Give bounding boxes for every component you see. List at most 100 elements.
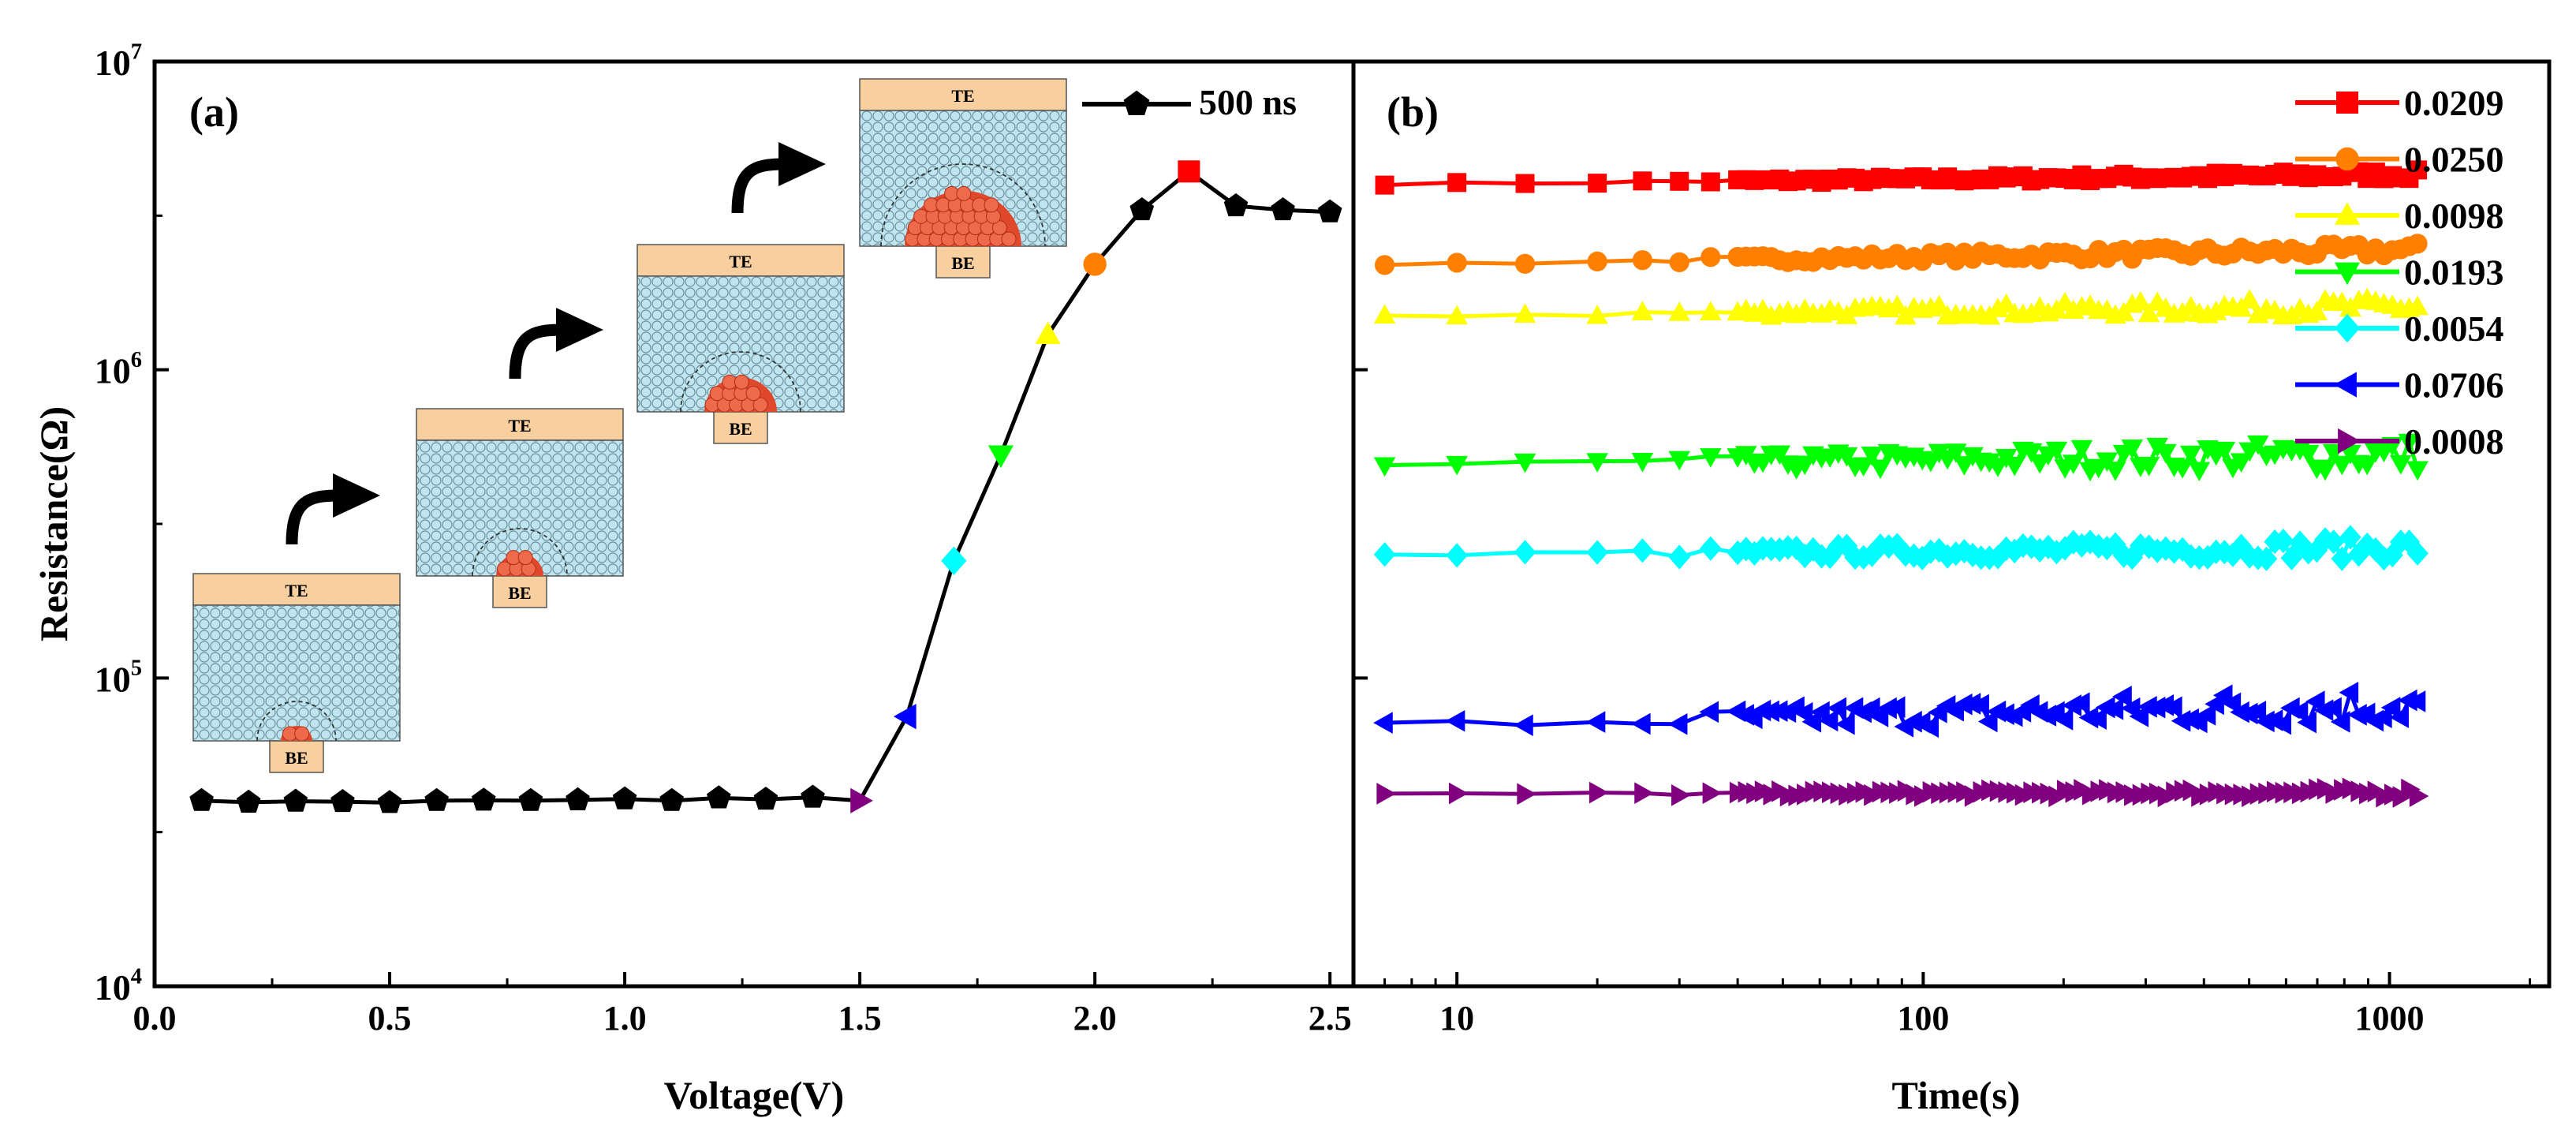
series-0.0054-point [2079, 529, 2101, 555]
series-0.0054-point [2230, 533, 2253, 559]
x-axis-label-b: Time(s) [1892, 1073, 2021, 1117]
series-0.0706-point [2087, 708, 2107, 730]
series-0.0008-point [1517, 783, 1536, 806]
series-0.0193-point [1700, 448, 1722, 468]
plot-frame-a [152, 59, 1356, 989]
data-point [377, 790, 402, 813]
series-0.0706-point [2322, 697, 2342, 720]
series-0.0193-point [2003, 456, 2026, 477]
series-0.0706-point [1801, 710, 1822, 733]
series-0.0209-point [1633, 171, 1652, 191]
tick-exponent: 6 [131, 348, 142, 372]
series-0.0706-point [2339, 681, 2359, 704]
series-0.0098-point [1928, 294, 1951, 315]
transition-arrow-head [556, 308, 603, 352]
series-0.0706-point [1445, 709, 1465, 732]
series-0.0008-point [1448, 782, 1469, 805]
series-0.0250-point [1374, 255, 1395, 275]
series-0.0706-point [1885, 696, 1906, 718]
data-point [566, 787, 590, 810]
inset-device-2: TE BE [416, 408, 624, 608]
series-0.0706-point [2221, 692, 2242, 715]
series-0.0054-point [2137, 534, 2160, 559]
series-0.0193-point [1861, 447, 1883, 466]
series-0.0054-point [2322, 529, 2345, 555]
series-0.0054-point [2305, 537, 2328, 563]
series-0.0706-point [2272, 712, 2292, 735]
series-0.0054-point [1987, 544, 2009, 570]
series-0.0008-point [1702, 782, 1723, 805]
series-0.0209-point [1588, 174, 1607, 193]
series-0.0706-point [2330, 711, 2350, 733]
series-0.0193-point [1944, 443, 1967, 463]
series-0.0054-point [2037, 534, 2059, 559]
legend-marker-0.0209 [2336, 92, 2358, 114]
series-0.0706-point [2171, 709, 2191, 732]
series-0.0054-point [2003, 538, 2026, 564]
series-0.0193-point [2104, 462, 2126, 481]
x-tick-label: 2.0 [1073, 999, 1117, 1038]
inset-device-1: TE BE [192, 573, 401, 773]
legend-marker-0.0250 [2335, 147, 2359, 171]
data-point [1129, 197, 1155, 221]
series-0.0706-point [2053, 709, 2074, 731]
legend-label-0.0098: 0.0098 [2404, 196, 2504, 236]
series-0.0054-point [2096, 536, 2119, 561]
series-0.0008-point [2409, 785, 2429, 807]
transition-arrow-head [333, 473, 380, 518]
series-0.0706-point [2104, 697, 2124, 720]
field-boundary [472, 528, 568, 577]
legend-label-0.0706: 0.0706 [2404, 365, 2504, 406]
x-tick-label: 0.5 [368, 999, 412, 1038]
series-0.0706-point [2406, 690, 2426, 712]
transition-arrow-head [778, 142, 826, 186]
series-0.0054-point [1631, 538, 1654, 563]
data-point [330, 789, 355, 813]
series-0.0193-point [2230, 453, 2253, 473]
top-electrode [637, 244, 845, 277]
top-electrode-label: TE [951, 86, 974, 106]
filament-atom [991, 220, 1007, 236]
series-0.0054-point [2339, 525, 2361, 550]
series-0.0706-point [2380, 697, 2401, 719]
field-boundary [880, 163, 1046, 247]
legend-marker-a [1123, 90, 1150, 115]
series-0.0054-point [1373, 542, 1396, 567]
series-0.0706-point [1977, 710, 1998, 733]
x-tick-label: 0.0 [133, 999, 177, 1038]
bottom-electrode-label: BE [729, 419, 752, 439]
series-0.0098-point [1586, 305, 1608, 324]
y-tick-label: 107 [95, 39, 142, 83]
series-0.0098-point [1700, 301, 1722, 320]
data-point-highlight [850, 787, 873, 813]
series-0.0098-point [1373, 304, 1396, 324]
legend-label-a: 500 ns [1199, 82, 1297, 122]
series-0.0193-point [2062, 454, 2085, 475]
tick-exponent: 7 [131, 39, 142, 64]
legend-label-0.0209: 0.0209 [2404, 83, 2504, 123]
series-0.0209-point [1375, 175, 1394, 195]
filament-atom [517, 550, 533, 566]
series-0.0193-point [2331, 455, 2354, 476]
legend-marker-0.0706 [2334, 372, 2357, 398]
data-point-highlight [1178, 160, 1200, 183]
series-0.0250-point [1587, 251, 1607, 272]
filament-atom [294, 726, 310, 742]
series-0.0054-point [2272, 528, 2294, 554]
x-tick-label-b: 1000 [2355, 999, 2425, 1038]
tick-base: 10 [95, 659, 131, 699]
series-0.0706-point [1667, 712, 1688, 735]
series-0.0706-point [2078, 706, 2099, 729]
series-0.0054-point [2121, 545, 2144, 570]
series-0.0054-point [2222, 542, 2244, 567]
series-0.0098-point [2130, 290, 2152, 311]
data-point [1223, 193, 1249, 217]
series-0.0706-point [1818, 709, 1839, 732]
inset-device-3: TE BE [637, 244, 845, 444]
series-0.0008-point [1376, 783, 1396, 805]
panel-label-b: (b) [1387, 88, 1439, 136]
data-point [801, 784, 825, 808]
x-tick-label-b: 10 [1439, 999, 1474, 1038]
data-point [236, 789, 261, 813]
